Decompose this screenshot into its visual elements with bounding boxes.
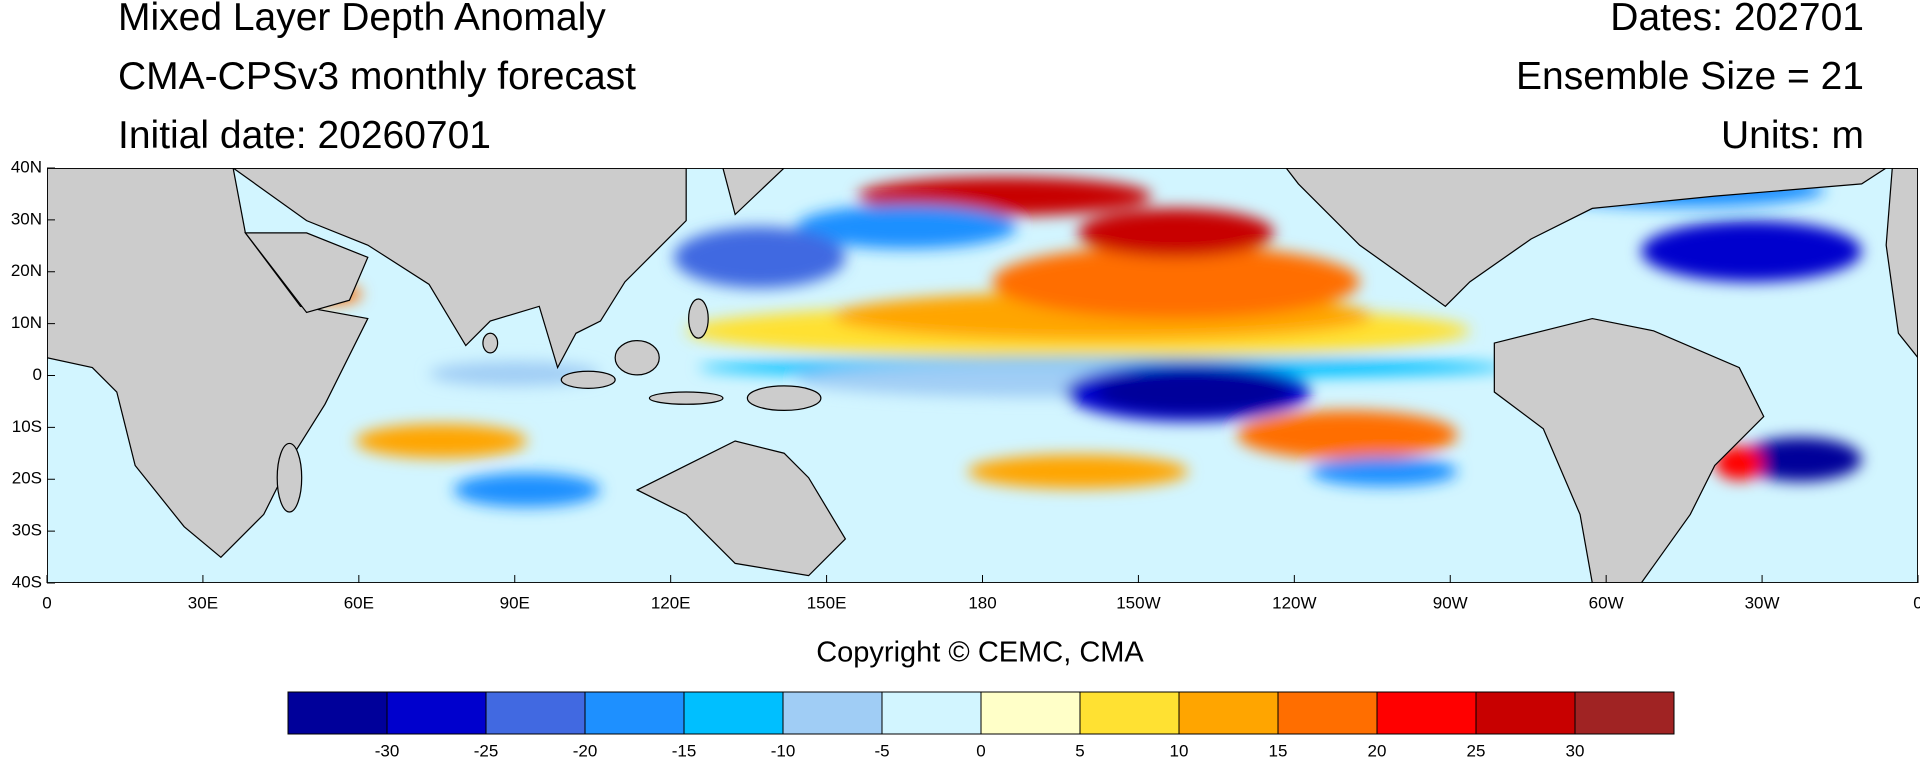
colorbar-tick-label: 20 [1368, 741, 1387, 760]
ensemble-size: Ensemble Size = 21 [1516, 55, 1864, 98]
copyright: Copyright © CEMC, CMA [816, 637, 1144, 669]
colorbar-box [1277, 691, 1378, 735]
colorbar-box [1475, 691, 1576, 735]
y-tick-label: 20S [12, 469, 42, 488]
x-tick-label: 30W [1745, 593, 1780, 612]
units: Units: m [1721, 114, 1864, 157]
colorbar-tick-label: -5 [874, 741, 889, 760]
y-tick-label: 0 [33, 365, 42, 384]
colorbar-tick-label: -25 [474, 741, 499, 760]
y-tick-label: 40N [11, 157, 42, 176]
dates: Dates: 202701 [1610, 0, 1864, 39]
colorbar-box [1376, 691, 1477, 735]
initial-date: Initial date: 20260701 [118, 114, 491, 157]
colorbar-tick-label: 10 [1170, 741, 1189, 760]
colorbar-box [980, 691, 1081, 735]
colorbar-box [1574, 691, 1675, 735]
colorbar-box [683, 691, 784, 735]
colorbar-box [386, 691, 487, 735]
colorbar-tick-label: -30 [375, 741, 400, 760]
y-tick-label: 30S [12, 521, 42, 540]
x-tick-label: 0 [42, 593, 51, 612]
colorbar-box [782, 691, 883, 735]
colorbar-tick-label: 30 [1566, 741, 1585, 760]
colorbar-box [881, 691, 982, 735]
subtitle: CMA-CPSv3 monthly forecast [118, 55, 636, 98]
colorbar-tick-label: -10 [771, 741, 796, 760]
colorbar-tick-label: 0 [976, 741, 985, 760]
x-tick-label: 0 [1913, 593, 1920, 612]
x-tick-label: 150W [1116, 593, 1160, 612]
x-tick-label: 60E [344, 593, 374, 612]
colorbar-tick-label: -20 [573, 741, 598, 760]
y-tick-label: 20N [11, 261, 42, 280]
map [47, 168, 1918, 583]
colorbar-box [1178, 691, 1279, 735]
land [47, 168, 1918, 583]
x-tick-label: 60W [1589, 593, 1624, 612]
colorbar-tick-label: 15 [1269, 741, 1288, 760]
y-tick-label: 10N [11, 313, 42, 332]
y-tick-label: 40S [12, 572, 42, 591]
x-tick-label: 120W [1272, 593, 1316, 612]
x-tick-label: 120E [651, 593, 691, 612]
colorbar-tick-label: 5 [1075, 741, 1084, 760]
colorbar-box [1079, 691, 1180, 735]
colorbar-box [485, 691, 586, 735]
x-tick-label: 150E [807, 593, 847, 612]
colorbar-tick-label: 25 [1467, 741, 1486, 760]
x-tick-label: 30E [188, 593, 218, 612]
colorbar-box [287, 691, 388, 735]
x-tick-label: 180 [968, 593, 996, 612]
x-tick-label: 90W [1433, 593, 1468, 612]
y-tick-label: 30N [11, 209, 42, 228]
map-frame [47, 168, 1918, 583]
x-tick-label: 90E [500, 593, 530, 612]
title: Mixed Layer Depth Anomaly [118, 0, 606, 39]
colorbar-box [584, 691, 685, 735]
colorbar-tick-label: -15 [672, 741, 697, 760]
colorbar: -30 -25 -20 -15 -10 -5 0 5 10 15 20 25 30 [287, 691, 1675, 760]
y-tick-label: 10S [12, 417, 42, 436]
